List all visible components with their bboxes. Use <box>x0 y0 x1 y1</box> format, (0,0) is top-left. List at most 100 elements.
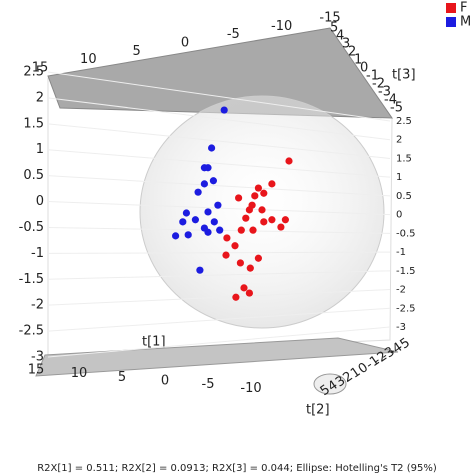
point <box>208 144 216 152</box>
point <box>200 180 208 188</box>
point <box>182 209 190 217</box>
z-tick-label: 2 <box>396 135 402 146</box>
z-tick-label: -2.5 <box>19 324 44 339</box>
z-tick-label: -3 <box>31 350 44 365</box>
z-tick-label: -1.5 <box>19 272 44 287</box>
point <box>251 192 259 200</box>
z-tick-label: 0.5 <box>23 168 44 183</box>
point <box>222 251 230 259</box>
point <box>179 218 187 226</box>
grid-line <box>47 270 391 280</box>
floor-plane <box>35 337 399 377</box>
footer: R2X[1] = 0.511; R2X[2] = 0.0913; R2X[3] … <box>37 463 437 474</box>
point <box>232 293 240 301</box>
point <box>285 157 293 165</box>
z-tick-label: -1 <box>31 246 44 261</box>
z-tick-label: 1.5 <box>23 116 44 131</box>
x-tick-label: 5 <box>133 44 141 59</box>
z-tick-label: -0.5 <box>396 228 416 239</box>
point <box>237 226 245 234</box>
z-tick-label: -2 <box>396 285 406 296</box>
grid-line <box>47 251 391 254</box>
y-tick-label: -3 <box>378 85 391 100</box>
x-tick-label: 15 <box>28 363 45 378</box>
point <box>245 206 253 214</box>
y-tick-label: 4 <box>336 29 344 44</box>
legend-label: M <box>460 15 471 30</box>
y-tick-label: -2 <box>372 77 385 92</box>
z-tick-label: 2.5 <box>396 116 412 127</box>
z-tick-label: 1 <box>396 172 402 183</box>
z-tick-label: 2 <box>36 90 44 105</box>
point <box>231 242 239 250</box>
point <box>249 226 257 234</box>
point <box>245 289 253 297</box>
point <box>204 208 212 216</box>
y-tick-label: -1 <box>366 69 379 84</box>
point <box>236 259 244 267</box>
z-tick-label: 0 <box>36 194 44 209</box>
point <box>209 177 217 185</box>
point <box>268 180 276 188</box>
grid-line <box>47 175 391 197</box>
point <box>194 188 202 196</box>
point <box>246 264 254 272</box>
point <box>184 231 192 239</box>
x-tick-label: 0 <box>181 36 189 51</box>
point <box>220 106 228 114</box>
z-tick-label: 1 <box>36 142 44 157</box>
y-tick-label: 3 <box>342 37 350 52</box>
axis-knob <box>313 373 347 395</box>
legend-swatch <box>446 17 456 27</box>
top-plane <box>47 27 393 119</box>
point <box>268 216 276 224</box>
legend-swatch <box>446 3 456 13</box>
point <box>277 223 285 231</box>
x-axis-label: t[1] <box>142 335 166 350</box>
point <box>260 218 268 226</box>
x-tick-label: -5 <box>227 27 240 42</box>
x-tick-label: -5 <box>202 377 215 392</box>
z-tick-label: 1.5 <box>396 153 412 164</box>
z-tick-label: 0.5 <box>396 191 412 202</box>
x-tick-label: 15 <box>32 61 49 76</box>
z-tick-label: -1 <box>396 247 406 258</box>
y-tick-label: 5 <box>330 21 338 36</box>
x-tick-label: 10 <box>80 52 97 67</box>
point <box>242 214 250 222</box>
point <box>254 254 262 262</box>
point <box>281 216 289 224</box>
point <box>196 266 204 274</box>
z-tick-label: -0.5 <box>19 220 44 235</box>
y-tick-label: -5 <box>390 101 403 116</box>
y-tick-label: -4 <box>384 93 397 108</box>
z-axis-label: t[3] <box>392 68 416 83</box>
point <box>204 228 212 236</box>
y-axis-label: t[2] <box>306 403 330 418</box>
z-tick-label: -3 <box>396 322 406 333</box>
x-tick-label: 10 <box>71 366 88 381</box>
point <box>172 232 180 240</box>
z-tick-label: 0 <box>396 210 402 221</box>
x-tick-label: -10 <box>271 19 292 34</box>
z-tick-label: -2 <box>31 298 44 313</box>
x-tick-label: -15 <box>319 11 340 26</box>
point <box>235 194 243 202</box>
y-tick-label: 2 <box>348 45 356 60</box>
z-tick-label: -2.5 <box>396 303 416 314</box>
grid-line <box>47 71 391 122</box>
point <box>223 234 231 242</box>
x-tick-label: 0 <box>161 374 169 389</box>
grid-line <box>47 307 391 332</box>
z-tick-label: 2.5 <box>23 65 44 80</box>
grid-line <box>47 123 391 159</box>
y-tick-label: 1 <box>354 53 362 68</box>
point <box>191 216 199 224</box>
x-tick-label: 5 <box>118 370 126 385</box>
point <box>254 184 262 192</box>
x-tick-label: -10 <box>240 381 261 396</box>
point <box>260 189 268 197</box>
point <box>210 218 218 226</box>
grid-line <box>47 326 391 358</box>
